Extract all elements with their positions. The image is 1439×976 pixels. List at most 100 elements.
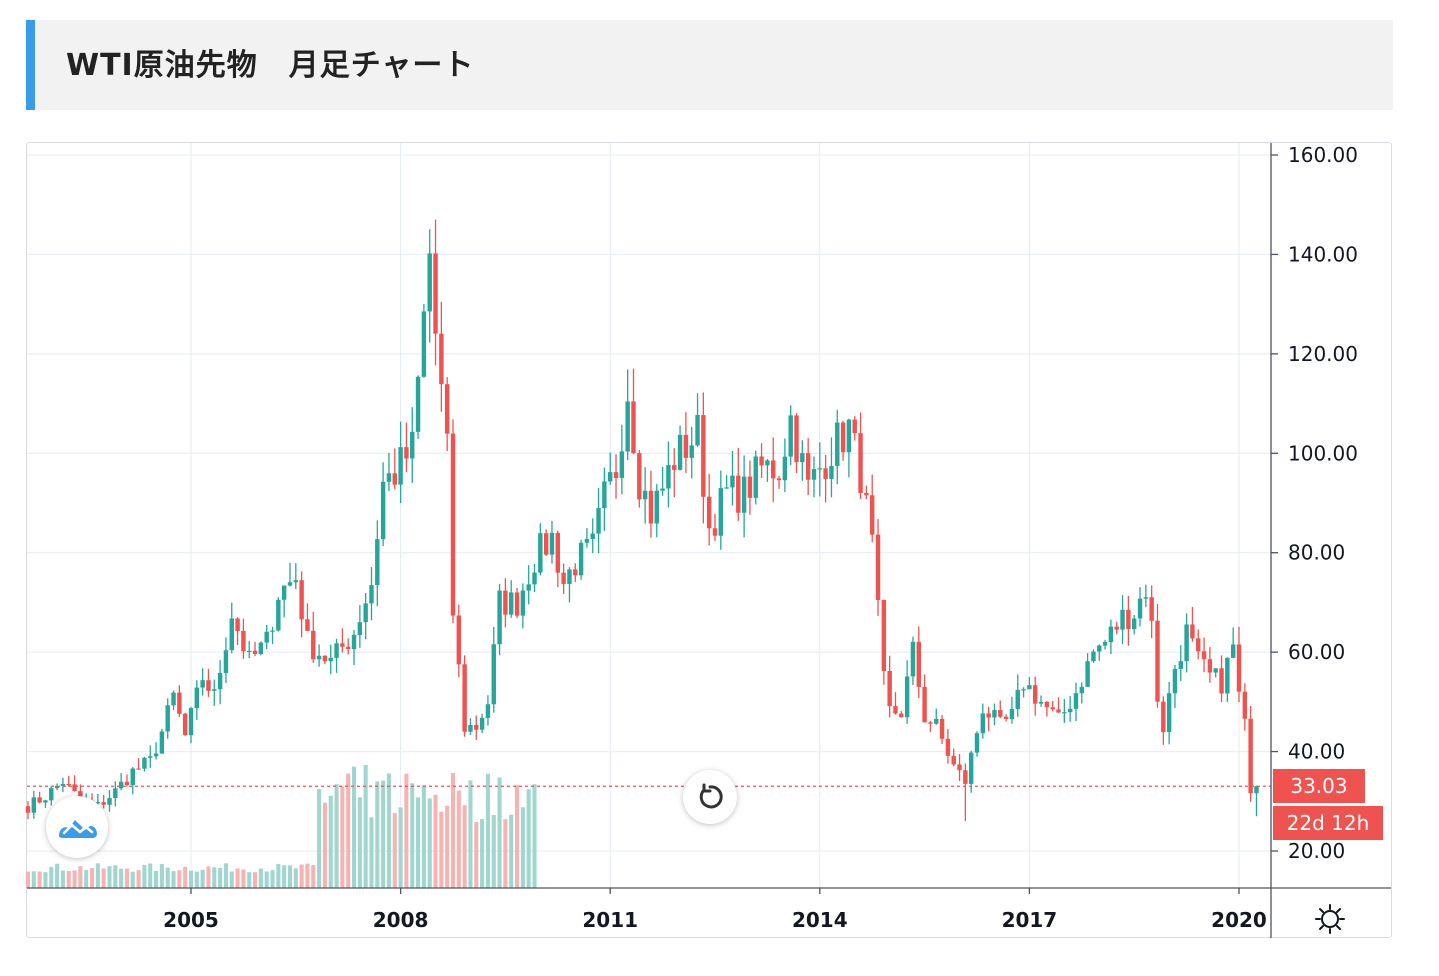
candle-body [677, 434, 683, 470]
volume-bar [357, 797, 362, 888]
candle-body [893, 706, 898, 714]
title-accent-bar [26, 20, 35, 110]
candle-body [148, 756, 153, 758]
volume-bar [351, 766, 357, 888]
candle-body [724, 487, 729, 489]
candle-body [1085, 661, 1090, 687]
candle-body [654, 490, 659, 524]
candle-body [1242, 691, 1248, 719]
candle-body [107, 798, 112, 805]
candle-body [823, 468, 828, 479]
candle-body [200, 680, 205, 688]
candle-body [858, 433, 863, 494]
candle-body [730, 475, 735, 488]
candle-body [1126, 609, 1131, 630]
candle-body [1079, 686, 1085, 694]
candle-body [741, 476, 747, 513]
candle-body [375, 539, 380, 586]
candle-body [625, 401, 630, 452]
volume-bar [427, 798, 432, 888]
candle-body [386, 473, 392, 482]
volume-bar [410, 783, 415, 888]
candle-body [1166, 693, 1172, 733]
candle-body [689, 445, 694, 458]
candle-body [683, 434, 689, 458]
candle-body [415, 376, 421, 432]
candle-body [60, 783, 66, 786]
last-price-label: 33.03 [1273, 769, 1365, 804]
candle-body [771, 460, 776, 479]
volume-bar [503, 819, 508, 888]
volume-bar [258, 868, 263, 888]
candle-body [182, 713, 188, 736]
candle-body [1190, 624, 1195, 639]
candle-body [998, 710, 1003, 717]
candle-body [607, 472, 613, 482]
volume-bar [84, 870, 89, 888]
volume-bar [445, 805, 450, 888]
candle-body [1137, 598, 1143, 619]
candle-body [718, 488, 724, 536]
candle-body [37, 797, 42, 803]
candle-body [54, 785, 60, 789]
candle-body [916, 641, 921, 687]
candle-body [130, 768, 135, 786]
candle-body [1062, 712, 1067, 714]
volume-bar [398, 807, 403, 888]
candle-body [1050, 707, 1055, 710]
volume-bar [253, 872, 258, 888]
candle-body [322, 655, 328, 662]
candle-body [1254, 786, 1259, 794]
volume-bar [450, 773, 456, 888]
candle-body [1131, 618, 1137, 630]
candle-body [590, 533, 595, 539]
title-bar: WTI原油先物 月足チャート [26, 20, 1393, 110]
volume-bar [25, 871, 31, 888]
candle-body [1207, 659, 1213, 673]
candle-body [1155, 620, 1160, 702]
candle-body [712, 528, 718, 536]
candle-body [293, 580, 299, 583]
time-tick-label: 2011 [582, 908, 638, 932]
volume-bar [66, 871, 71, 888]
chart-frame[interactable] [26, 142, 1392, 938]
volume-bar [299, 864, 304, 888]
candle-body [223, 650, 229, 673]
candle-body [1149, 597, 1154, 621]
candle-body [113, 788, 118, 799]
candle-body [520, 590, 526, 616]
volume-bar [188, 870, 194, 888]
candle-body [648, 490, 654, 524]
candle-body [776, 478, 782, 481]
candle-body [1009, 708, 1015, 720]
volume-bar [474, 822, 479, 888]
volume-bar [218, 867, 223, 888]
candle-body [1033, 685, 1038, 704]
candle-body [1067, 708, 1073, 713]
candle-body [637, 453, 642, 500]
reset-chart-button[interactable] [683, 770, 737, 824]
time-axis: 2005 2008 2011 2014 2017 2020 [27, 887, 1391, 932]
tradingview-logo-button[interactable] [46, 796, 108, 858]
candle-body [66, 783, 71, 786]
candle-body [549, 532, 555, 555]
volume-bar [124, 868, 129, 888]
candle-body [287, 582, 293, 586]
candle-body [561, 572, 566, 584]
candle-body [922, 686, 927, 723]
candle-body [95, 802, 101, 804]
candle-body [357, 622, 363, 635]
candle-body [846, 419, 852, 453]
candle-body [398, 447, 403, 485]
candle-body [701, 415, 706, 497]
candle-body [217, 672, 223, 690]
volume-bar [37, 871, 42, 888]
candle-body [1219, 668, 1224, 694]
candle-body [509, 592, 514, 615]
candle-body [980, 713, 986, 734]
gear-icon[interactable] [1314, 903, 1346, 935]
candle-body [672, 465, 677, 470]
candle-body [934, 718, 939, 724]
candle-body [567, 569, 572, 584]
